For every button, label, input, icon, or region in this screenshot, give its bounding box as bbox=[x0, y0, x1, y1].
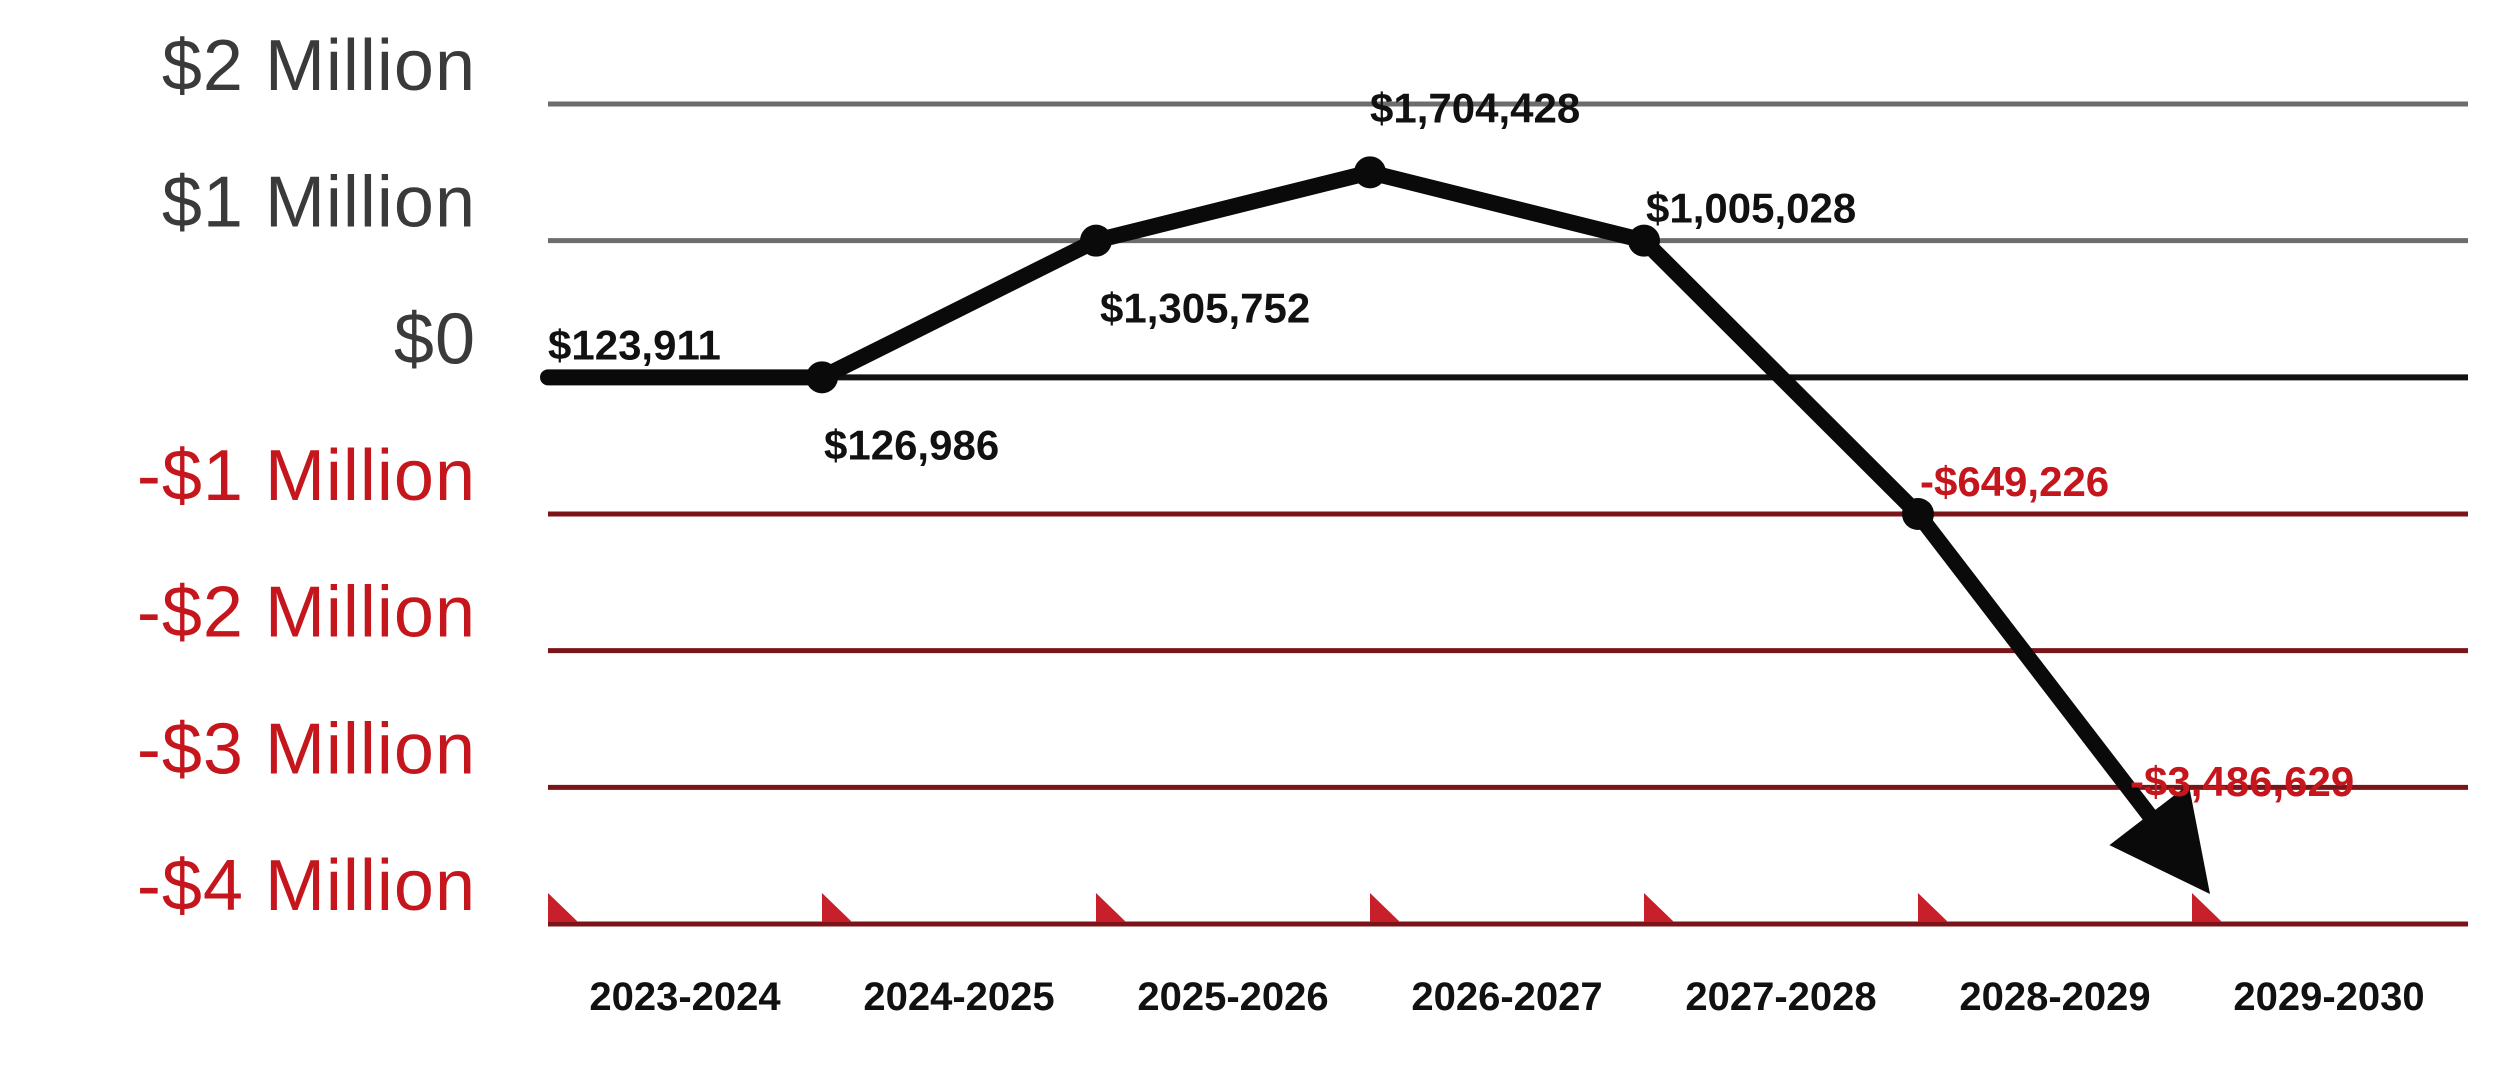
data-label: $123,911 bbox=[548, 321, 721, 368]
x-tick-label: 2023-2024 bbox=[589, 975, 781, 1019]
y-tick-label: -$1 Million bbox=[137, 436, 476, 516]
x-tick-label: 2029-2030 bbox=[2233, 975, 2424, 1019]
x-tick-label: 2027-2028 bbox=[1685, 975, 1876, 1019]
x-tick-marker bbox=[1096, 893, 1126, 922]
x-axis-tick-labels: 2023-2024 2024-2025 2025-2026 2026-2027 2027… bbox=[589, 975, 2424, 1019]
y-tick-label: -$4 Million bbox=[137, 846, 476, 926]
x-tick-label: 2025-2026 bbox=[1137, 975, 1328, 1019]
x-axis-tick-markers bbox=[548, 893, 2222, 922]
data-label: $1,704,428 bbox=[1370, 84, 1580, 131]
data-point bbox=[1354, 156, 1386, 189]
data-point bbox=[1902, 498, 1934, 530]
series-points bbox=[806, 156, 1934, 530]
y-tick-label: $1 Million bbox=[162, 163, 476, 243]
y-axis-tick-labels: $2 Million $1 Million $0 -$1 Million -$2 Mil… bbox=[137, 26, 476, 926]
data-label: -$3,486,629 bbox=[2130, 758, 2354, 805]
data-point bbox=[806, 361, 838, 394]
x-tick-label: 2024-2025 bbox=[863, 975, 1054, 1019]
x-tick-marker bbox=[548, 893, 578, 922]
x-tick-marker bbox=[1644, 893, 1674, 922]
x-tick-label: 2026-2027 bbox=[1411, 975, 1602, 1019]
data-point bbox=[1080, 224, 1112, 257]
x-tick-marker bbox=[822, 893, 852, 922]
y-tick-label: -$2 Million bbox=[137, 573, 476, 653]
x-tick-marker bbox=[1918, 893, 1948, 922]
trend-arrow-head bbox=[2109, 784, 2210, 894]
data-label: $1,305,752 bbox=[1100, 285, 1310, 332]
x-tick-label: 2028-2029 bbox=[1959, 975, 2150, 1019]
data-labels: $123,911 $126,986 $1,305,752 $1,704,428 $1,0… bbox=[548, 84, 2354, 805]
data-label: $1,005,028 bbox=[1646, 185, 1856, 232]
data-point bbox=[1628, 224, 1660, 257]
y-tick-label: -$3 Million bbox=[137, 709, 476, 789]
x-tick-marker bbox=[2192, 893, 2222, 922]
x-tick-marker bbox=[1370, 893, 1400, 922]
grid-lines bbox=[548, 101, 2468, 927]
y-tick-label: $0 bbox=[394, 299, 476, 379]
series-line-path bbox=[540, 164, 2161, 828]
data-label: -$649,226 bbox=[1920, 458, 2109, 505]
y-tick-label: $2 Million bbox=[162, 26, 476, 106]
data-label: $126,986 bbox=[824, 421, 999, 468]
